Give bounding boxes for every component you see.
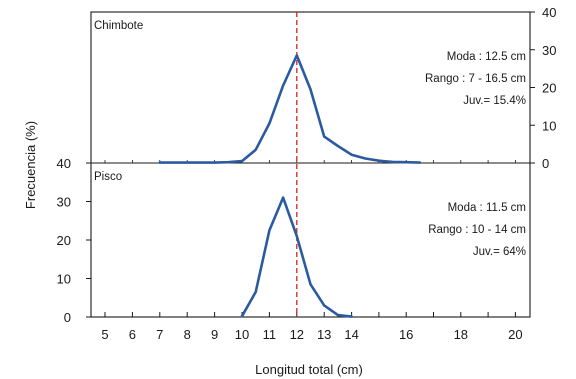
y-tick-label: 0 [542, 156, 549, 171]
x-tick-label: 13 [317, 327, 331, 342]
x-tick-label: 20 [508, 327, 522, 342]
panel-label-chimbote: Chimbote [94, 20, 143, 32]
y-tick-label: 10 [57, 272, 71, 287]
y-tick-label: 40 [57, 156, 71, 171]
plot-area: 5 6 7 8 9 10 11 12 13 14 16 18 20 0 10 20 30 40 Chimbote Mo… [57, 5, 557, 342]
y-tick-label: 20 [542, 81, 556, 96]
plot-frame [90, 11, 531, 318]
x-tick-label: 16 [399, 327, 413, 342]
panel-annotation: Rango : 10 - 14 cm [428, 224, 526, 236]
x-axis-label: Longitud total (cm) [255, 362, 363, 377]
panel-annotation: Moda : 11.5 cm [448, 202, 526, 214]
x-tick-label: 7 [156, 327, 163, 342]
x-tick-label: 10 [235, 327, 249, 342]
panel-annotation: Juv.= 64% [473, 246, 526, 258]
y-axis-label: Frecuencia (%) [23, 121, 38, 209]
series-line-pisco [240, 196, 353, 318]
y-tick-label: 10 [542, 118, 556, 133]
y-tick-label: 30 [57, 195, 71, 210]
panel-annotation: Juv.= 15.4% [463, 95, 526, 107]
panel-annotation: Rango : 7 - 16.5 cm [425, 73, 526, 85]
x-tick-label: 14 [344, 327, 358, 342]
y-tick-label: 30 [542, 43, 556, 58]
x-tick-label: 9 [211, 327, 218, 342]
y-tick-label: 20 [57, 233, 71, 248]
x-tick-label: 8 [184, 327, 191, 342]
x-tick-label: 12 [290, 327, 304, 342]
y-tick-label: 40 [542, 5, 556, 20]
y-tick-label: 0 [64, 310, 71, 325]
x-tick-label: 6 [129, 327, 136, 342]
panel-label-pisco: Pisco [94, 171, 122, 183]
series-line-chimbote [158, 54, 422, 164]
x-tick-label: 5 [101, 327, 108, 342]
x-tick-label: 11 [263, 327, 277, 342]
x-tick-label: 18 [454, 327, 468, 342]
panel-annotation: Moda : 12.5 cm [447, 51, 526, 63]
